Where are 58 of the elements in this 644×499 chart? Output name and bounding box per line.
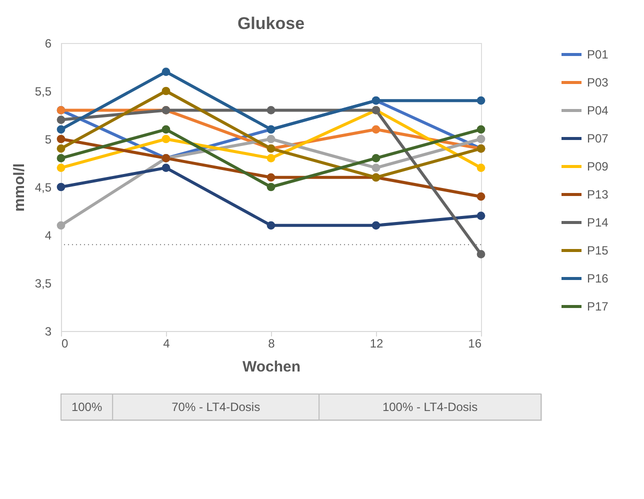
legend-label: P03: [587, 76, 609, 90]
x-tick-label: 12: [370, 336, 384, 350]
point: [56, 154, 66, 162]
point: [266, 154, 276, 162]
point: [56, 144, 66, 153]
y-axis-title: mmol/l: [10, 163, 28, 212]
point: [372, 154, 380, 162]
point: [372, 164, 380, 172]
y-tick-label: 4: [44, 228, 52, 242]
point: [162, 86, 170, 96]
point: [476, 212, 486, 220]
point: [372, 221, 380, 230]
point: [266, 173, 276, 182]
legend-label: P17: [587, 300, 609, 314]
legend-label: P09: [587, 160, 609, 174]
point: [266, 106, 276, 114]
legend-label: P07: [587, 132, 609, 146]
chart-title: Glukose: [237, 14, 305, 33]
point: [476, 96, 486, 105]
point: [162, 68, 170, 76]
y-tick-label: 5,5: [34, 84, 52, 98]
point: [372, 125, 380, 134]
point: [162, 164, 170, 172]
point: [266, 221, 276, 230]
legend-label: P16: [587, 272, 609, 286]
point: [56, 125, 66, 134]
point: [56, 221, 66, 230]
point: [266, 182, 276, 192]
point: [162, 134, 170, 144]
point: [476, 134, 486, 144]
x-tick-label: 4: [163, 336, 170, 350]
y-tick-label: 5: [44, 132, 52, 146]
point: [476, 250, 486, 258]
y-tick-label: 3,5: [34, 276, 52, 290]
x-tick-label: 0: [62, 336, 68, 350]
legend-label: P01: [587, 48, 609, 62]
point: [56, 116, 66, 124]
y-tick-label: 6: [44, 36, 52, 50]
y-tick-label: 4,5: [34, 180, 52, 194]
y-tick-label: 3: [44, 324, 52, 338]
x-tick-label: 8: [268, 336, 276, 350]
point: [56, 134, 66, 144]
legend-label: P14: [587, 216, 609, 230]
point: [476, 192, 486, 201]
x-tick-label: 16: [468, 336, 482, 350]
text: 100%: [71, 400, 102, 414]
point: [266, 134, 276, 144]
legend-label: P04: [587, 104, 609, 118]
point: [56, 164, 66, 172]
legend-label: P15: [587, 244, 609, 258]
text: 100% - LT4-Dosis: [382, 400, 478, 414]
x-axis-title: Wochen: [242, 358, 301, 376]
point: [162, 125, 170, 134]
point: [56, 182, 66, 192]
legend-label: P13: [587, 188, 609, 202]
point: [476, 164, 486, 172]
text: 70% - LT4-Dosis: [172, 400, 260, 414]
point: [476, 125, 486, 134]
